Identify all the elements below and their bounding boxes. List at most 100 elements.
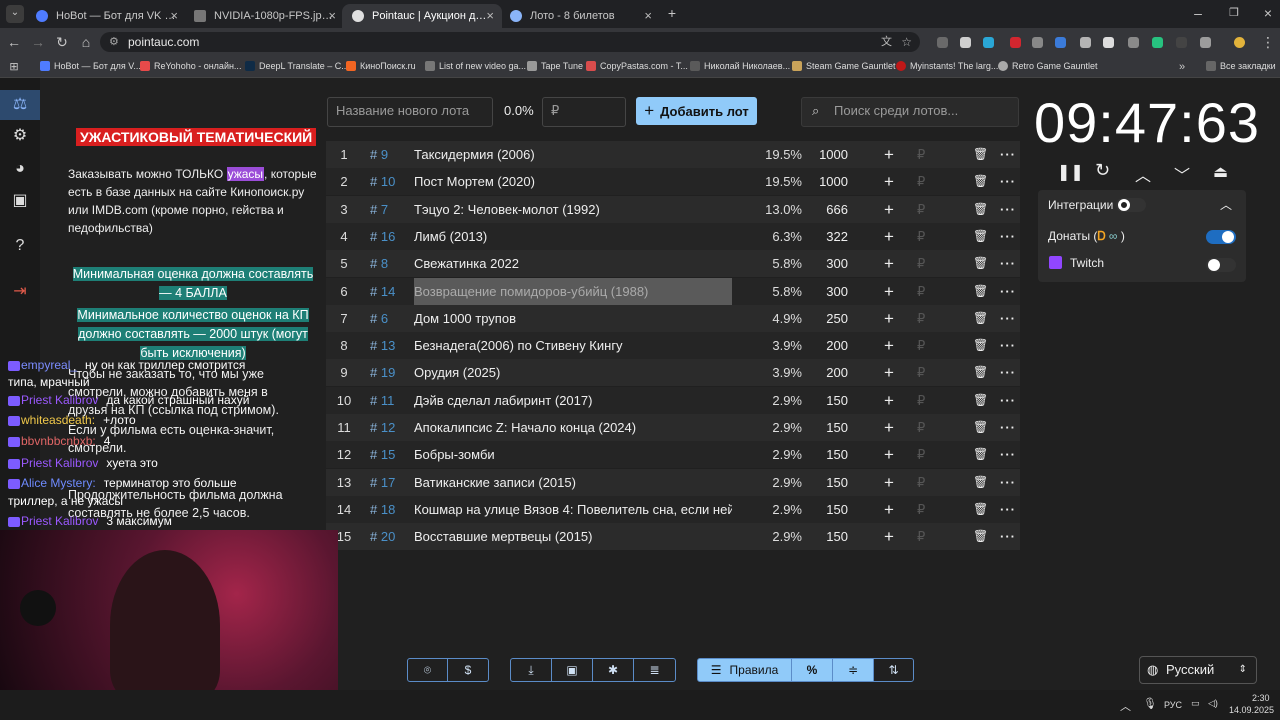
delete-trash-icon[interactable]: 🗑 [973, 474, 989, 489]
tray-chevron-icon[interactable]: ︿ [1120, 701, 1131, 713]
clock-time[interactable]: 2:30 [1252, 693, 1270, 703]
lot-amount[interactable]: 666 [826, 201, 848, 217]
lot-row[interactable]: 11 # 12 Апокалипсис Z: Начало конца (2024)… [326, 414, 1020, 441]
pause-icon[interactable]: ❚❚ [1057, 164, 1084, 181]
bookmark-item[interactable]: Myinstants! The larg... [896, 61, 998, 71]
bookmark-item[interactable]: List of new video ga... [425, 61, 526, 71]
lot-name[interactable]: Апокалипсис Z: Начало конца (2024) [414, 420, 637, 435]
lot-name[interactable]: Дэйв сделал лабиринт (2017) [414, 392, 593, 408]
wheel-chart-icon[interactable]: ◕ [15, 160, 25, 177]
lot-name[interactable]: Тэцуо 2: Человек-молот (1992) [414, 201, 600, 217]
extension-icon[interactable] [960, 37, 971, 48]
lot-name[interactable]: Безнадега(2006) по Стивену Кингу [414, 338, 623, 354]
extension-icon[interactable] [1176, 37, 1187, 48]
delete-trash-icon[interactable]: 🗑 [973, 392, 989, 407]
lot-row[interactable]: 12 # 15 Бобры-зомби 2.9% 150 + ₽ 🗑 ··· [326, 441, 1020, 469]
save-button[interactable]: ▣ [551, 658, 593, 682]
chevron-down-icon[interactable]: ﹀ [1174, 168, 1191, 185]
more-options-icon[interactable]: ··· [1000, 447, 1016, 463]
lot-amount[interactable]: 150 [826, 420, 848, 435]
search-lots-input[interactable]: ⌕ Поиск среди лотов... [801, 97, 1019, 127]
menu-icon[interactable]: ⋮ [1261, 34, 1275, 50]
lot-name[interactable]: Таксидермия (2006) [414, 147, 535, 162]
lot-add-amount-field[interactable]: ₽ [917, 420, 926, 435]
amount-input[interactable]: ₽ [542, 97, 626, 127]
lot-amount[interactable]: 250 [826, 310, 848, 326]
bookmark-star-icon[interactable]: ☆ [901, 35, 912, 49]
bookmark-item[interactable]: DeepL Translate – С... [245, 61, 349, 71]
lot-amount[interactable]: 150 [826, 501, 848, 517]
integrations-toggle[interactable] [1116, 198, 1146, 212]
delete-trash-icon[interactable]: 🗑 [973, 174, 989, 189]
bookmark-item[interactable]: ReYohoho - онлайн... [140, 61, 241, 71]
more-bookmarks-icon[interactable]: » [1178, 61, 1186, 73]
add-amount-plus-icon[interactable]: + [884, 308, 894, 328]
add-lot-button[interactable]: + Добавить лот [636, 97, 757, 125]
bookmark-item[interactable]: Tape Tune [527, 61, 583, 71]
reset-timer-icon[interactable]: ↻ [1095, 160, 1111, 180]
more-options-icon[interactable]: ··· [1000, 529, 1016, 545]
add-amount-plus-icon[interactable]: + [884, 226, 894, 246]
add-amount-plus-icon[interactable]: + [884, 445, 894, 465]
tab-hobot[interactable]: HoBot — Бот для VK Video Live × [26, 4, 186, 28]
download-button[interactable]: ⤓ [510, 658, 552, 682]
delete-trash-icon[interactable]: 🗑 [973, 310, 989, 325]
home-icon[interactable]: ⌂ [81, 34, 91, 50]
url-field[interactable]: ⚙ pointauc.com 文 ☆ [100, 32, 920, 52]
lot-add-amount-field[interactable]: ₽ [917, 283, 926, 299]
delete-trash-icon[interactable]: 🗑 [973, 529, 989, 544]
more-options-icon[interactable]: ··· [1000, 283, 1016, 299]
more-options-icon[interactable]: ··· [1000, 501, 1016, 517]
minimize-icon[interactable]: – [1194, 5, 1202, 21]
add-amount-plus-icon[interactable]: + [884, 390, 894, 410]
keyboard-language[interactable]: РУС [1164, 700, 1183, 710]
add-amount-plus-icon[interactable]: + [884, 199, 894, 219]
clear-list-button[interactable]: ≣ [633, 658, 676, 682]
lot-add-amount-field[interactable]: ₽ [917, 392, 926, 408]
delete-trash-icon[interactable]: 🗑 [973, 228, 989, 243]
bug-button[interactable]: ✱ [592, 658, 634, 682]
delete-trash-icon[interactable]: 🗑 [973, 447, 989, 462]
bookmark-item[interactable]: HoBot — Бот для V... [40, 61, 141, 71]
sort-button[interactable]: ⇅ [873, 658, 914, 682]
more-options-icon[interactable]: ··· [1000, 474, 1016, 490]
back-icon[interactable]: ← [7, 34, 21, 50]
close-icon[interactable]: × [328, 8, 336, 23]
tab-pointauc[interactable]: Pointauc | Аукцион для стрим × [342, 4, 502, 28]
extension-icon[interactable] [983, 37, 994, 48]
lot-row[interactable]: 5 # 8 Свежатинка 2022 5.8% 300 + ₽ 🗑 ··· [326, 250, 1020, 278]
delete-trash-icon[interactable]: 🗑 [973, 365, 989, 380]
lot-row[interactable]: 13 # 17 Ватиканские записи (2015) 2.9% 150 + ₽… [326, 468, 1020, 496]
add-amount-plus-icon[interactable]: + [884, 172, 894, 192]
lot-row[interactable]: 6 # 14 Возвращение помидоров-убийц (1988) 5… [326, 277, 1020, 305]
apps-grid-icon[interactable]: ⊞ [9, 61, 19, 73]
percent-button[interactable]: % [791, 658, 833, 682]
add-amount-plus-icon[interactable]: + [884, 336, 894, 356]
extension-icon[interactable] [937, 37, 948, 48]
settings-gear-icon[interactable]: ⚙ [12, 127, 28, 144]
lot-add-amount-field[interactable]: ₽ [917, 447, 926, 463]
compress-button[interactable]: ≑ [832, 658, 874, 682]
close-icon[interactable]: × [644, 8, 652, 23]
tab-nvidia[interactable]: NVIDIA-1080p-FPS.jpg (3840×2 × [184, 4, 344, 28]
lot-name[interactable]: Восставшие мертвецы (2015) [414, 529, 593, 545]
maximize-icon[interactable]: ❐ [1229, 7, 1239, 19]
auction-gavel-icon[interactable]: ⚖ [12, 96, 28, 113]
extension-icon[interactable] [1152, 37, 1163, 48]
more-options-icon[interactable]: ··· [1000, 228, 1016, 244]
bookmark-item[interactable]: Retro Game Gauntlet [998, 61, 1098, 71]
delete-trash-icon[interactable]: 🗑 [973, 283, 989, 298]
github-button[interactable]: ⌾ [407, 658, 448, 682]
lot-add-amount-field[interactable]: ₽ [917, 529, 926, 545]
lot-row[interactable]: 4 # 16 Лимб (2013) 6.3% 322 + ₽ 🗑 ··· [326, 222, 1020, 250]
delete-trash-icon[interactable]: 🗑 [973, 501, 989, 516]
lot-amount[interactable]: 1000 [819, 147, 848, 162]
more-options-icon[interactable]: ··· [1000, 392, 1016, 408]
delete-trash-icon[interactable]: 🗑 [973, 147, 989, 161]
lot-amount[interactable]: 322 [826, 228, 848, 244]
add-amount-plus-icon[interactable]: + [884, 254, 894, 274]
lot-add-amount-field[interactable]: ₽ [917, 174, 926, 190]
language-select[interactable]: ◍ Русский ⇕ [1139, 656, 1257, 684]
add-amount-plus-icon[interactable]: + [884, 499, 894, 519]
lot-row[interactable]: 1 # 9 Таксидермия (2006) 19.5% 1000 + ₽ 🗑 ··· [326, 141, 1020, 168]
